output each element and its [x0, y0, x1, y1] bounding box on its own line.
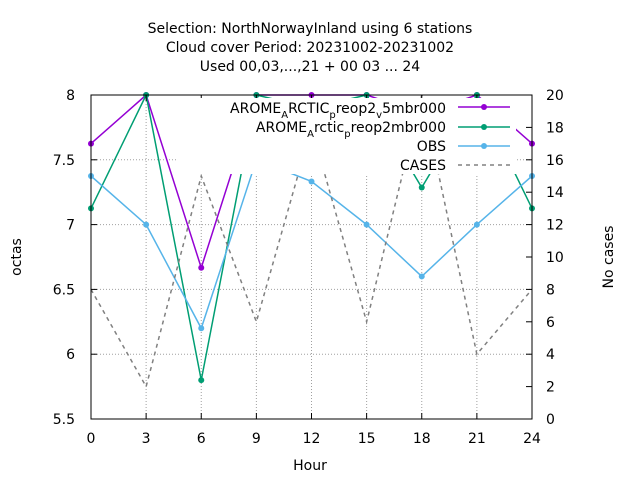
y-tick-label: 6 — [66, 347, 75, 363]
legend-label-obs: OBS — [417, 139, 446, 155]
x-tick-label: 9 — [252, 431, 261, 447]
series-obs-point — [308, 178, 315, 185]
chart-title: Selection: NorthNorwayInland using 6 sta… — [148, 21, 473, 75]
y-tick-label: 5.5 — [53, 412, 75, 428]
y-tick-label: 7.5 — [53, 153, 75, 169]
y2-tick-label: 4 — [546, 347, 555, 363]
legend-entry-arome-v5: AROMEARCTICpreop2v5mbr000 — [230, 101, 510, 121]
series-obs-point — [363, 221, 370, 228]
series-arome-mbr-point — [418, 184, 425, 191]
series-obs-point — [418, 273, 425, 280]
y2-tick-label: 12 — [546, 218, 564, 234]
y2-tick-label: 18 — [546, 120, 564, 136]
x-tick-label: 24 — [523, 431, 541, 447]
legend-label-arome-mbr: AROMEArcticpreop2mbr000 — [256, 120, 446, 140]
y-tick-label: 7 — [66, 218, 75, 234]
y-axis-label: octas — [9, 238, 25, 276]
y-tick-label: 6.5 — [53, 282, 75, 298]
y2-tick-label: 20 — [546, 88, 564, 104]
title-line-2: Cloud cover Period: 20231002-20231002 — [166, 40, 454, 56]
y2-tick-label: 8 — [546, 282, 555, 298]
y2-tick-label: 0 — [546, 412, 555, 428]
x-tick-label: 21 — [468, 431, 486, 447]
x-tick-label: 3 — [142, 431, 151, 447]
series-arome-v5-point — [198, 264, 205, 271]
series-arome-mbr-point — [198, 377, 205, 384]
title-line-1: Selection: NorthNorwayInland using 6 sta… — [148, 21, 473, 37]
title-line-3: Used 00,03,...,21 + 00 03 ... 24 — [200, 59, 421, 75]
series-obs-point — [143, 221, 150, 228]
x-tick-label: 0 — [87, 431, 96, 447]
y2-tick-label: 10 — [546, 250, 564, 266]
x-tick-label: 18 — [413, 431, 431, 447]
x-axis-label: Hour — [293, 458, 327, 474]
x-tick-label: 15 — [358, 431, 376, 447]
series-obs-point — [198, 325, 205, 332]
legend-entry-arome-mbr: AROMEArcticpreop2mbr000 — [256, 120, 510, 140]
legend-entry-cases: CASES — [400, 158, 510, 174]
legend-label-arome-v5: AROMEARCTICpreop2v5mbr000 — [230, 101, 446, 121]
x-tick-label: 12 — [303, 431, 321, 447]
y2-tick-label: 6 — [546, 315, 555, 331]
y2-tick-label: 2 — [546, 380, 555, 396]
legend-label-cases: CASES — [400, 158, 446, 174]
legend: AROMEARCTICpreop2v5mbr000 AROMEArcticpre… — [176, 98, 516, 174]
x-tick-label: 6 — [197, 431, 206, 447]
y2-axis-label: No cases — [601, 226, 617, 289]
y2-tick-label: 14 — [546, 185, 564, 201]
ticks: 0 3 6 9 12 15 18 21 245.566.577.5802468101214161… — [53, 88, 564, 447]
series-obs-point — [473, 221, 480, 228]
legend-entry-obs: OBS — [417, 139, 510, 155]
y2-tick-label: 16 — [546, 153, 564, 169]
y-tick-label: 8 — [66, 88, 75, 104]
series-cases-line — [90, 94, 533, 389]
